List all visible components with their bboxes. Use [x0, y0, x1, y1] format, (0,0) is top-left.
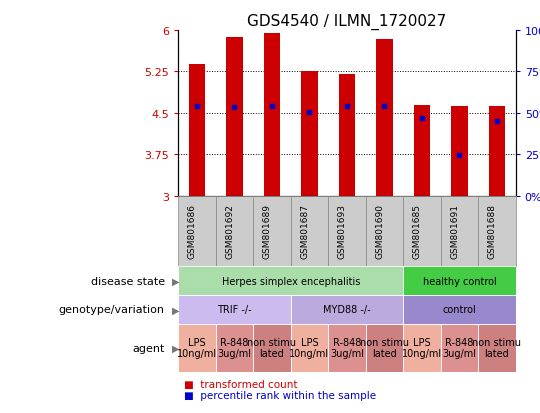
Bar: [188, 65, 205, 196]
Bar: [441, 324, 478, 372]
Text: control: control: [443, 305, 476, 315]
Text: GSM801686: GSM801686: [188, 204, 197, 259]
Text: non stimu
lated: non stimu lated: [472, 337, 522, 358]
Bar: [291, 324, 328, 372]
Bar: [376, 40, 393, 196]
Bar: [403, 295, 516, 324]
Bar: [178, 196, 215, 266]
Bar: [215, 324, 253, 372]
Title: GDS4540 / ILMN_1720027: GDS4540 / ILMN_1720027: [247, 14, 447, 30]
Text: MYD88 -/-: MYD88 -/-: [323, 305, 371, 315]
Text: healthy control: healthy control: [423, 276, 496, 286]
Bar: [178, 295, 291, 324]
Text: GSM801690: GSM801690: [375, 204, 384, 259]
Text: ▶: ▶: [172, 305, 179, 315]
Text: GSM801692: GSM801692: [226, 204, 234, 259]
Text: R-848
3ug/ml: R-848 3ug/ml: [218, 337, 252, 358]
Bar: [489, 107, 505, 196]
Bar: [178, 324, 215, 372]
Bar: [339, 74, 355, 196]
Bar: [403, 324, 441, 372]
Bar: [253, 196, 291, 266]
Bar: [366, 196, 403, 266]
Bar: [226, 38, 243, 196]
Text: disease state: disease state: [91, 276, 165, 286]
Bar: [478, 324, 516, 372]
Text: non stimu
lated: non stimu lated: [247, 337, 296, 358]
Bar: [291, 196, 328, 266]
Text: GSM801688: GSM801688: [488, 204, 497, 259]
Bar: [328, 324, 366, 372]
Text: LPS
10ng/ml: LPS 10ng/ml: [402, 337, 442, 358]
Text: GSM801691: GSM801691: [450, 204, 460, 259]
Bar: [441, 196, 478, 266]
Bar: [366, 324, 403, 372]
Bar: [328, 196, 366, 266]
Bar: [264, 34, 280, 196]
Bar: [301, 72, 318, 196]
Text: GSM801687: GSM801687: [300, 204, 309, 259]
Bar: [414, 106, 430, 196]
Bar: [478, 196, 516, 266]
Text: LPS
10ng/ml: LPS 10ng/ml: [289, 337, 329, 358]
Text: ▶: ▶: [172, 343, 179, 353]
Text: ■  transformed count: ■ transformed count: [184, 379, 297, 389]
Text: LPS
10ng/ml: LPS 10ng/ml: [177, 337, 217, 358]
Bar: [215, 196, 253, 266]
Text: ▶: ▶: [172, 276, 179, 286]
Text: R-848
3ug/ml: R-848 3ug/ml: [442, 337, 476, 358]
Bar: [253, 324, 291, 372]
Text: R-848
3ug/ml: R-848 3ug/ml: [330, 337, 364, 358]
Text: GSM801693: GSM801693: [338, 204, 347, 259]
Bar: [403, 196, 441, 266]
Text: ■  percentile rank within the sample: ■ percentile rank within the sample: [184, 390, 376, 400]
Text: Herpes simplex encephalitis: Herpes simplex encephalitis: [221, 276, 360, 286]
Text: agent: agent: [132, 343, 165, 353]
Text: non stimu
lated: non stimu lated: [360, 337, 409, 358]
Text: genotype/variation: genotype/variation: [59, 305, 165, 315]
Bar: [451, 107, 468, 196]
Bar: [291, 295, 403, 324]
Text: TRIF -/-: TRIF -/-: [217, 305, 252, 315]
Bar: [403, 266, 516, 295]
Bar: [178, 266, 403, 295]
Text: GSM801689: GSM801689: [263, 204, 272, 259]
Text: GSM801685: GSM801685: [413, 204, 422, 259]
